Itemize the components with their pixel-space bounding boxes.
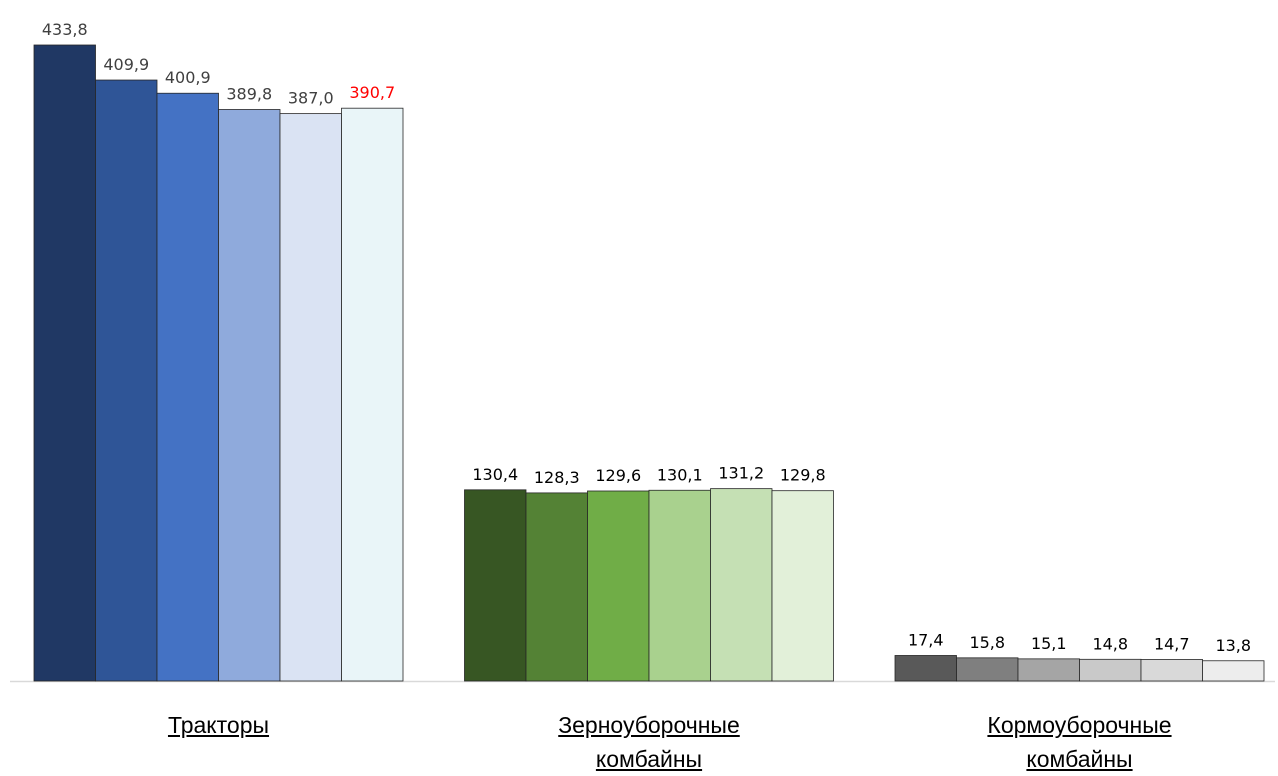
value-label: 387,0 — [288, 89, 334, 108]
value-label: 130,1 — [657, 465, 703, 484]
bar — [218, 109, 281, 682]
bar — [341, 107, 404, 682]
value-label: 131,2 — [718, 464, 764, 483]
value-label: 13,8 — [1215, 636, 1251, 655]
bar — [710, 488, 773, 682]
bar — [1079, 658, 1142, 682]
bar — [525, 492, 588, 682]
bar — [464, 489, 527, 682]
bar — [894, 655, 957, 682]
value-label: 390,7 — [349, 83, 395, 102]
value-label: 14,8 — [1092, 634, 1128, 653]
bar — [587, 490, 650, 682]
value-label: 15,1 — [1031, 634, 1067, 653]
value-label: 433,8 — [42, 20, 88, 39]
value-label: 400,9 — [165, 68, 211, 87]
bar — [1140, 659, 1203, 682]
bar — [771, 490, 834, 682]
bar — [156, 92, 219, 682]
value-label: 14,7 — [1154, 634, 1190, 653]
bar — [648, 489, 711, 682]
value-label: 130,4 — [472, 465, 518, 484]
category-label: Кормоуборочные комбайны — [987, 712, 1172, 772]
value-label: 128,3 — [534, 468, 580, 487]
value-label: 15,8 — [969, 633, 1005, 652]
value-label: 409,9 — [103, 55, 149, 74]
bar — [1202, 660, 1265, 682]
bar — [279, 113, 342, 682]
value-label: 17,4 — [908, 630, 944, 649]
category-label: Зерноуборочные комбайны — [558, 712, 740, 772]
value-label: 389,8 — [226, 85, 272, 104]
category-label: Тракторы — [167, 712, 270, 738]
value-label: 129,8 — [780, 466, 826, 485]
chart: 433,8 130,4 17,4 409,9 128,3 15,8 400,9 129,6 15… — [10, 20, 1275, 683]
bar — [33, 44, 96, 682]
bar — [1017, 658, 1080, 682]
value-label: 129,6 — [595, 466, 641, 485]
bar — [95, 79, 158, 682]
bar — [956, 657, 1019, 682]
